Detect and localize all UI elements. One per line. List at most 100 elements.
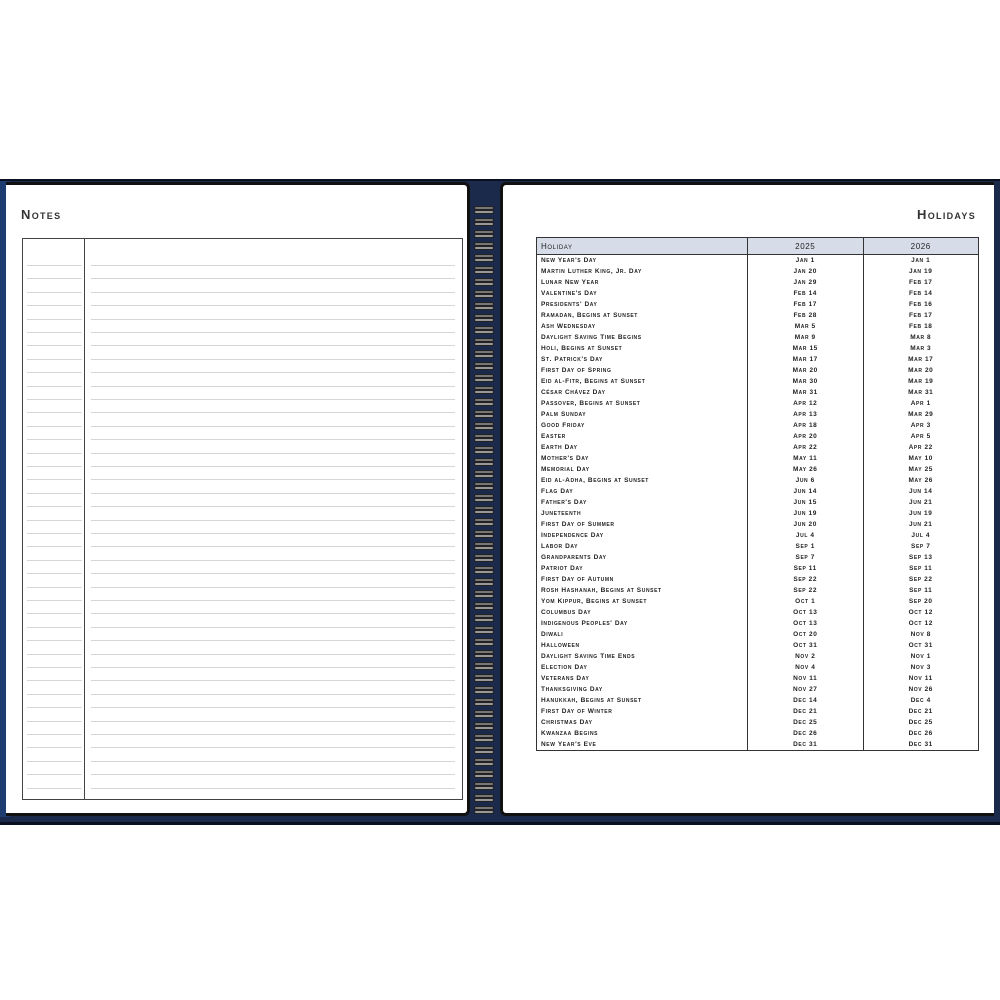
date-2025: Apr 13 [747, 409, 863, 420]
holiday-name: Indigenous Peoples' Day [541, 620, 628, 627]
spiral-coil [474, 470, 514, 479]
ruled-line [91, 559, 455, 561]
spiral-coil [474, 542, 514, 551]
holiday-name: Holi, Begins at Sunset [541, 345, 623, 352]
spiral-coil [474, 314, 514, 323]
holiday-name: Rosh Hashanah, Begins at Sunset [541, 587, 662, 594]
spiral-coil [474, 686, 514, 695]
date-2025: Apr 18 [747, 420, 863, 431]
holiday-name: Easter [541, 433, 566, 440]
ruled-line [91, 586, 455, 588]
spiral-coil [474, 206, 514, 215]
date-2026: Feb 18 [862, 321, 979, 332]
spiral-coil [474, 698, 514, 707]
ruled-line [91, 640, 455, 642]
table-row: Lunar New Year Jan 29 Feb 17 [537, 277, 979, 288]
ruled-line [91, 358, 455, 360]
table-row: Martin Luther King, Jr. Day Jan 20 Jan 19 [537, 266, 979, 277]
ruled-line [27, 466, 82, 467]
date-2026: Nov 8 [862, 629, 979, 640]
date-2025: May 26 [747, 464, 863, 475]
table-row: César Chávez Day Mar 31 Mar 31 [537, 387, 979, 398]
date-2026: Nov 1 [862, 651, 979, 662]
holiday-name: Daylight Saving Time Begins [541, 334, 642, 341]
date-2026: Mar 31 [862, 387, 979, 398]
date-2025: Jan 1 [747, 254, 863, 266]
holiday-name: Hanukkah, Begins at Sunset [541, 697, 642, 704]
ruled-line [27, 278, 82, 280]
holiday-name: Election Day [541, 664, 588, 671]
date-2026: Mar 19 [862, 376, 979, 387]
date-2025: Apr 22 [747, 442, 863, 453]
spiral-coil [474, 614, 514, 623]
ruled-line [27, 600, 82, 601]
date-2025: Jan 20 [747, 266, 863, 277]
spiral-coil [474, 626, 514, 635]
spiral-coil [474, 578, 514, 587]
table-row: Labor Day Sep 1 Sep 7 [537, 541, 979, 552]
spiral-coil [474, 722, 514, 731]
holiday-name: Flag Day [541, 488, 574, 495]
ruled-line [91, 332, 455, 333]
holiday-name: Columbus Day [541, 609, 592, 616]
table-row: Flag Day Jun 14 Jun 14 [537, 486, 979, 497]
table-row: Good Friday Apr 18 Apr 3 [537, 420, 979, 431]
ruled-line [91, 613, 455, 615]
spiral-coil [474, 494, 514, 503]
holiday-name: First Day of Spring [541, 367, 612, 374]
spiral-coil [474, 266, 514, 275]
ruled-line [27, 519, 82, 521]
table-row: Passover, Begins at Sunset Apr 12 Apr 1 [537, 398, 979, 409]
ruled-line [27, 479, 82, 481]
ruled-line [27, 667, 82, 668]
date-2026: Sep 13 [862, 552, 979, 563]
date-2025: Mar 31 [747, 387, 863, 398]
ruled-line [91, 600, 455, 601]
ruled-line [27, 586, 82, 588]
ruled-line [91, 533, 455, 534]
spiral-coil [474, 710, 514, 719]
date-2025: Oct 31 [747, 640, 863, 651]
spiral-coil [474, 218, 514, 227]
date-2026: Dec 25 [862, 717, 979, 728]
date-2025: Mar 5 [747, 321, 863, 332]
spiral-coil [474, 794, 514, 803]
date-2025: Apr 20 [747, 431, 863, 442]
ruled-line [91, 385, 455, 387]
date-2026: Jun 14 [862, 486, 979, 497]
ruled-line [91, 760, 455, 762]
table-header: Holiday 2025 2026 [536, 237, 979, 255]
holiday-name: Thanksgiving Day [541, 686, 603, 693]
spiral-coil [474, 662, 514, 671]
table-row: Election Day Nov 4 Nov 3 [537, 662, 979, 673]
notes-lined-area[interactable] [22, 238, 463, 800]
spiral-coil [474, 386, 514, 395]
date-2026: Sep 11 [862, 563, 979, 574]
table-row: Presidents' Day Feb 17 Feb 16 [537, 299, 979, 310]
holiday-name: St. Patrick's Day [541, 356, 603, 363]
table-row: Columbus Day Oct 13 Oct 12 [537, 607, 979, 618]
table-row: Ramadan, Begins at Sunset Feb 28 Feb 17 [537, 310, 979, 321]
table-row: Christmas Day Dec 25 Dec 25 [537, 717, 979, 728]
ruled-line [27, 747, 82, 749]
date-2025: Apr 12 [747, 398, 863, 409]
ruled-line [91, 425, 455, 427]
table-row: Veterans Day Nov 11 Nov 11 [537, 673, 979, 684]
date-2026: Oct 12 [862, 607, 979, 618]
date-2026: Mar 29 [862, 409, 979, 420]
holiday-name: Memorial Day [541, 466, 590, 473]
ruled-line [91, 519, 455, 521]
ruled-line [91, 546, 455, 548]
spiral-coil [474, 254, 514, 263]
ruled-line [27, 385, 82, 387]
holiday-name: Passover, Begins at Sunset [541, 400, 641, 407]
page-title: Notes [21, 207, 62, 222]
ruled-line [91, 492, 455, 494]
holiday-name: Good Friday [541, 422, 585, 429]
table-row: Valentine's Day Feb 14 Feb 14 [537, 288, 979, 299]
table-row: St. Patrick's Day Mar 17 Mar 17 [537, 354, 979, 365]
table-row: Grandparents Day Sep 7 Sep 13 [537, 552, 979, 563]
ruled-line [27, 412, 82, 414]
date-2025: Jul 4 [747, 530, 863, 541]
date-2025: Jan 29 [747, 277, 863, 288]
